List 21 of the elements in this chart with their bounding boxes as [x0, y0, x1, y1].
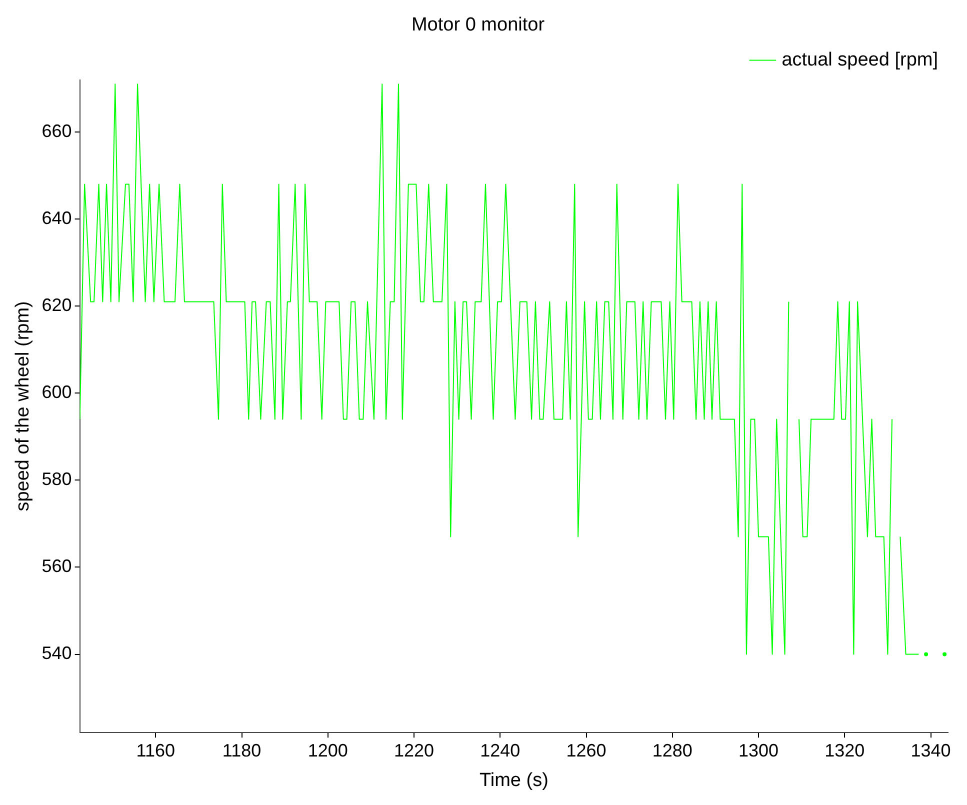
x-tick-label: 1320: [824, 740, 865, 760]
x-tick-label: 1180: [222, 740, 262, 760]
y-tick-label: 640: [42, 208, 72, 228]
x-tick-label: 1160: [136, 740, 175, 760]
y-tick-label: 580: [42, 469, 72, 490]
x-tick-label: 1260: [566, 740, 606, 760]
legend-label: actual speed [rpm]: [782, 50, 938, 71]
y-tick-label: 600: [42, 382, 72, 402]
x-tick-label: 1200: [308, 740, 348, 760]
x-tick-label: 1340: [910, 740, 951, 760]
x-axis-title: Time (s): [479, 770, 548, 791]
y-tick-label: 620: [42, 295, 72, 316]
y-axis-title: speed of the wheel (rpm): [12, 301, 34, 512]
x-tick-label: 1280: [652, 740, 692, 760]
chart-title: Motor 0 monitor: [411, 14, 546, 36]
x-tick-label: 1220: [394, 740, 434, 760]
y-tick-label: 560: [42, 556, 72, 576]
y-tick-label: 540: [42, 643, 72, 664]
y-tick-label: 660: [42, 120, 72, 141]
x-tick-label: 1300: [738, 740, 779, 760]
x-tick-label: 1240: [480, 740, 520, 760]
